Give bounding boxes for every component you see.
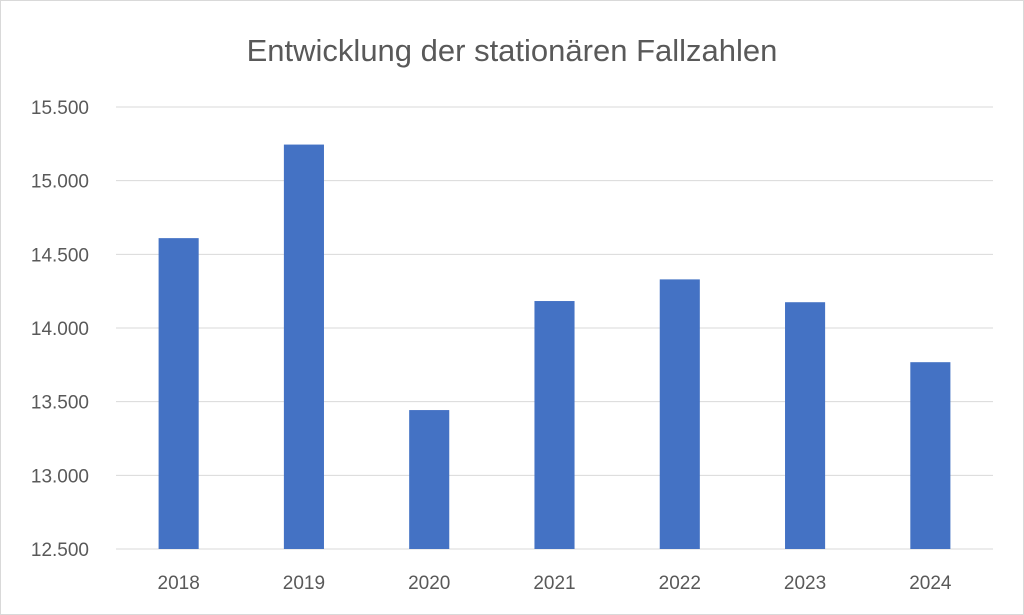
bar-2019 (283, 144, 324, 549)
bar-2024 (910, 362, 951, 549)
x-tick-label: 2018 (158, 573, 200, 594)
chart-title: Entwicklung der stationären Fallzahlen (247, 33, 778, 68)
y-tick-label: 14.500 (31, 245, 89, 266)
x-tick-label: 2021 (533, 573, 575, 594)
x-tick-label: 2019 (283, 573, 325, 594)
y-tick-label: 13.500 (31, 393, 89, 414)
x-tick-label: 2020 (408, 573, 450, 594)
y-tick-label: 15.500 (31, 98, 89, 119)
x-tick-label: 2024 (909, 573, 952, 594)
bar-2020 (409, 410, 450, 549)
y-tick-label: 13.000 (31, 466, 89, 487)
bar-2018 (158, 238, 199, 550)
x-tick-label: 2023 (784, 573, 826, 594)
x-axis-ticks: 2018 2019 2020 2021 2022 2023 2024 (158, 573, 952, 594)
bar-2021 (534, 301, 575, 549)
bars (158, 144, 951, 550)
y-tick-label: 12.500 (31, 540, 89, 561)
y-tick-label: 15.000 (31, 172, 89, 193)
y-axis-ticks: 12.500 13.000 13.500 14.000 14.500 15.000 15.5… (31, 98, 89, 561)
bar-2022 (659, 279, 700, 549)
bar-2023 (785, 302, 826, 549)
y-tick-label: 14.000 (31, 319, 89, 340)
x-tick-label: 2022 (659, 573, 701, 594)
